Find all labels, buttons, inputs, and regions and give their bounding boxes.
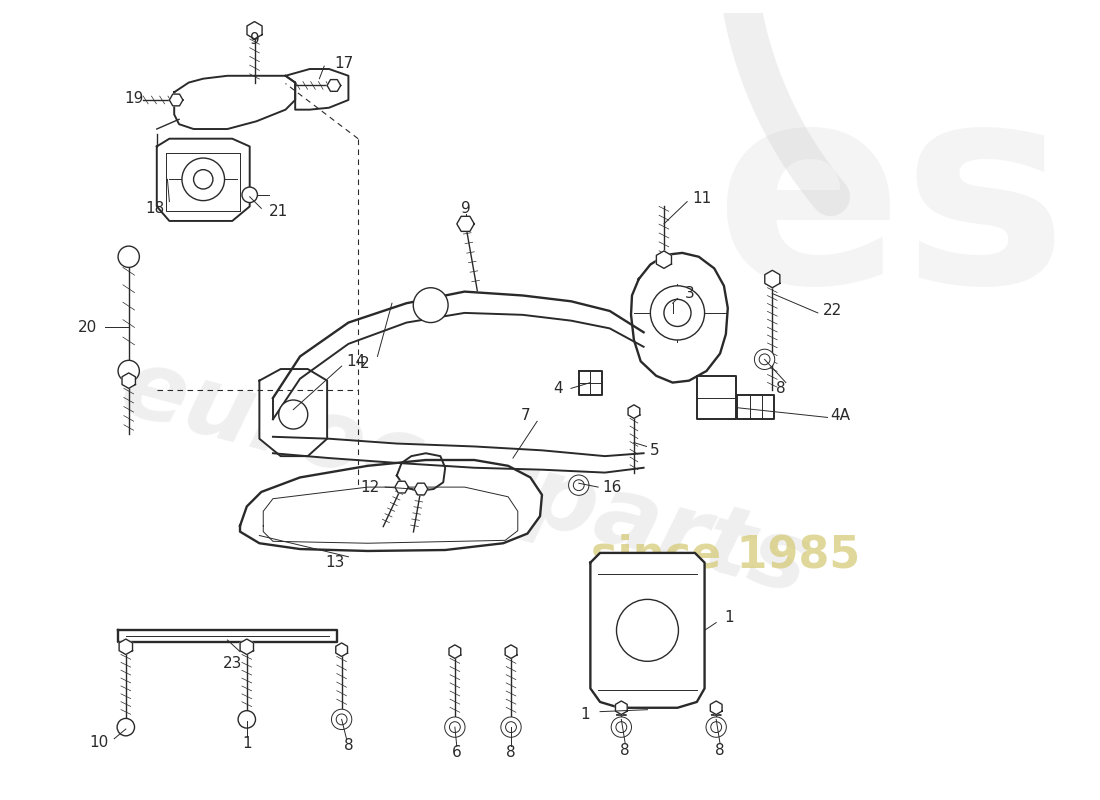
Text: 8: 8	[343, 738, 353, 753]
Circle shape	[450, 722, 460, 733]
Text: 22: 22	[823, 303, 842, 318]
Polygon shape	[737, 395, 774, 419]
Text: 8: 8	[715, 743, 725, 758]
Text: 16: 16	[602, 480, 621, 494]
Text: 12: 12	[360, 480, 379, 494]
Polygon shape	[711, 701, 722, 714]
Polygon shape	[696, 376, 736, 419]
Circle shape	[664, 299, 691, 326]
Text: 9: 9	[250, 33, 260, 47]
Polygon shape	[240, 460, 542, 551]
Polygon shape	[240, 639, 253, 654]
Polygon shape	[118, 630, 337, 642]
Polygon shape	[591, 553, 705, 708]
Text: 2: 2	[360, 356, 370, 370]
Text: 8: 8	[777, 381, 785, 396]
Polygon shape	[169, 94, 183, 106]
Polygon shape	[119, 639, 132, 654]
Circle shape	[278, 400, 308, 429]
Circle shape	[755, 349, 774, 370]
Text: 14: 14	[346, 354, 365, 369]
Circle shape	[242, 187, 257, 202]
Text: 8: 8	[506, 745, 516, 760]
Circle shape	[573, 480, 584, 490]
Polygon shape	[336, 643, 348, 657]
Text: 1: 1	[242, 736, 252, 751]
Polygon shape	[157, 138, 250, 221]
Circle shape	[616, 599, 679, 662]
Text: 3: 3	[685, 286, 695, 301]
Text: 8: 8	[620, 743, 630, 758]
Polygon shape	[174, 76, 295, 129]
Polygon shape	[628, 405, 640, 418]
Text: eurocarparts: eurocarparts	[110, 341, 820, 614]
Text: 23: 23	[222, 656, 242, 670]
Polygon shape	[505, 645, 517, 658]
Text: 4A: 4A	[830, 408, 850, 423]
Text: 18: 18	[145, 201, 165, 216]
Circle shape	[612, 717, 631, 738]
Text: 5: 5	[650, 443, 660, 458]
Circle shape	[569, 475, 589, 495]
Circle shape	[444, 717, 465, 738]
Polygon shape	[248, 22, 262, 39]
Text: 20: 20	[77, 320, 97, 335]
Circle shape	[117, 718, 134, 736]
Text: 19: 19	[124, 90, 143, 106]
Circle shape	[616, 722, 627, 733]
Polygon shape	[764, 270, 780, 288]
Circle shape	[506, 722, 516, 733]
Text: 11: 11	[692, 191, 712, 206]
Text: es: es	[714, 71, 1067, 342]
Polygon shape	[415, 483, 428, 495]
Circle shape	[118, 246, 140, 267]
Circle shape	[337, 714, 348, 725]
Circle shape	[182, 158, 224, 201]
Text: 1: 1	[724, 610, 734, 626]
Circle shape	[706, 717, 726, 738]
Polygon shape	[260, 369, 327, 456]
Polygon shape	[397, 454, 446, 491]
Circle shape	[759, 354, 770, 365]
Polygon shape	[327, 79, 341, 91]
Polygon shape	[456, 216, 474, 231]
Polygon shape	[122, 373, 135, 388]
Circle shape	[414, 288, 448, 322]
Polygon shape	[579, 371, 602, 395]
Text: 10: 10	[89, 735, 109, 750]
Text: 9: 9	[461, 201, 471, 216]
Text: 6: 6	[452, 745, 462, 760]
Polygon shape	[273, 292, 644, 419]
Polygon shape	[449, 645, 461, 658]
Text: 1: 1	[581, 707, 591, 722]
Polygon shape	[286, 69, 349, 110]
Text: 13: 13	[326, 555, 344, 570]
Polygon shape	[273, 437, 644, 473]
Text: 17: 17	[334, 56, 353, 70]
Polygon shape	[631, 253, 728, 382]
Circle shape	[711, 722, 722, 733]
Circle shape	[238, 710, 255, 728]
Polygon shape	[395, 482, 408, 493]
Text: 7: 7	[520, 408, 530, 423]
Circle shape	[500, 717, 521, 738]
Circle shape	[118, 360, 140, 382]
Text: 4: 4	[553, 381, 563, 396]
Circle shape	[194, 170, 213, 189]
Circle shape	[650, 286, 705, 340]
Polygon shape	[616, 701, 627, 714]
Text: since 1985: since 1985	[591, 534, 860, 576]
Circle shape	[331, 710, 352, 730]
Text: 21: 21	[270, 204, 288, 218]
Polygon shape	[657, 251, 671, 268]
